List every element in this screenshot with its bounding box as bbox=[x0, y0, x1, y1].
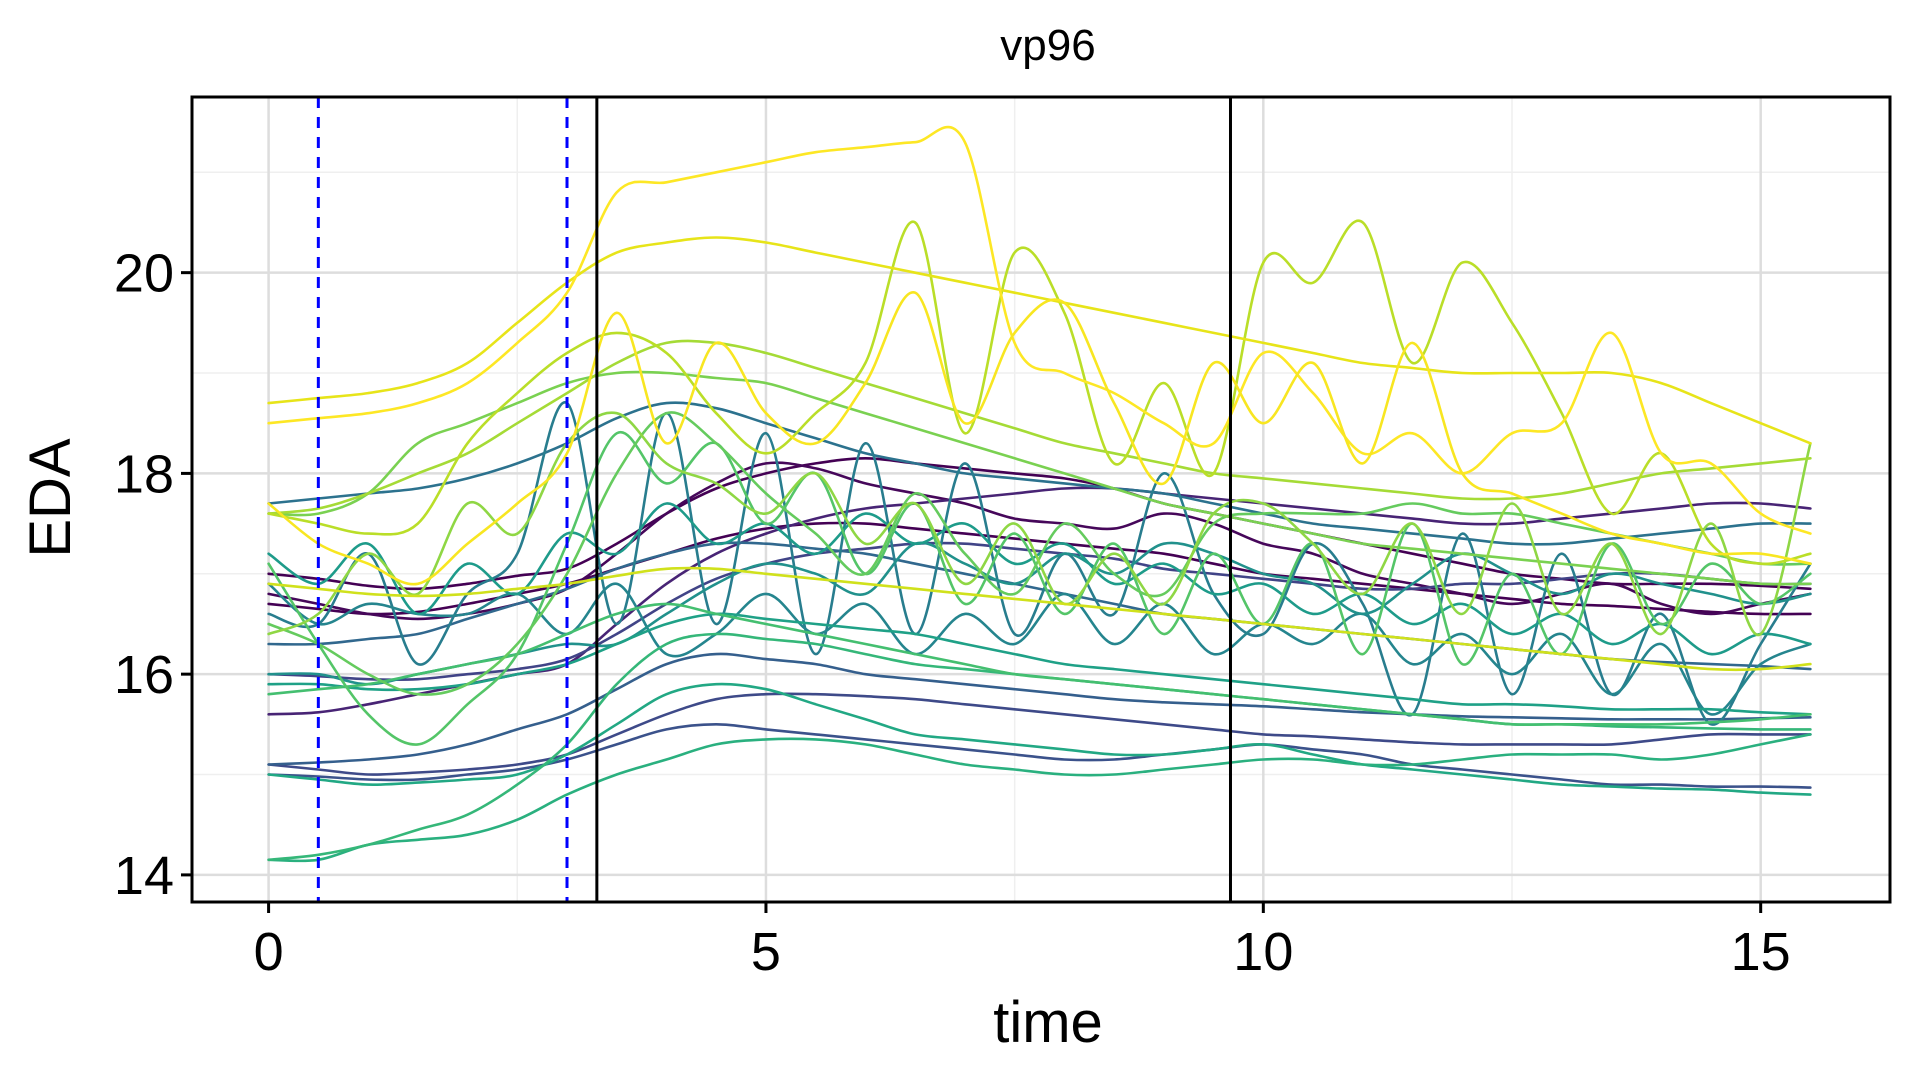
series-line-29 bbox=[267, 291, 1812, 586]
y-tick-label: 16 bbox=[114, 645, 174, 705]
series-line-15 bbox=[267, 612, 1812, 716]
y-tick-label: 18 bbox=[114, 444, 174, 504]
series-line-23 bbox=[267, 411, 1812, 637]
axis-layer: 0 5 10 15 14 16 18 20 bbox=[114, 244, 1791, 982]
x-tick-label: 10 bbox=[1233, 922, 1293, 982]
y-tick-label: 14 bbox=[114, 846, 174, 906]
x-tick-label: 5 bbox=[751, 922, 781, 982]
series-line-27 bbox=[267, 236, 1812, 445]
series-line-26 bbox=[267, 566, 1812, 672]
series-line-20 bbox=[267, 430, 1812, 746]
series-line-24 bbox=[267, 339, 1812, 515]
y-tick-label: 20 bbox=[114, 244, 174, 304]
series-line-21 bbox=[267, 411, 1812, 696]
vline-layer bbox=[316, 97, 1232, 902]
series-line-6 bbox=[267, 692, 1812, 776]
x-tick-label: 15 bbox=[1731, 922, 1791, 982]
series-line-19 bbox=[267, 602, 1812, 726]
series-line-12 bbox=[267, 582, 1812, 716]
x-tick-label: 0 bbox=[254, 922, 284, 982]
panel-border bbox=[190, 95, 1892, 904]
series-line-25 bbox=[267, 219, 1812, 566]
series-line-8 bbox=[267, 652, 1812, 766]
series-line-14 bbox=[267, 502, 1812, 656]
series-layer bbox=[267, 125, 1812, 863]
series-line-17 bbox=[267, 733, 1812, 863]
series-line-7 bbox=[267, 723, 1812, 789]
grid-layer bbox=[192, 97, 1890, 902]
series-line-16 bbox=[267, 682, 1812, 796]
series-line-28 bbox=[267, 125, 1812, 535]
series-line-10 bbox=[267, 401, 1812, 546]
series-line-22 bbox=[267, 370, 1812, 586]
x-axis-title: time bbox=[993, 990, 1103, 1055]
chart-title: vp96 bbox=[1000, 21, 1095, 70]
series-line-5 bbox=[267, 541, 1812, 681]
y-axis-title: EDA bbox=[18, 438, 83, 558]
